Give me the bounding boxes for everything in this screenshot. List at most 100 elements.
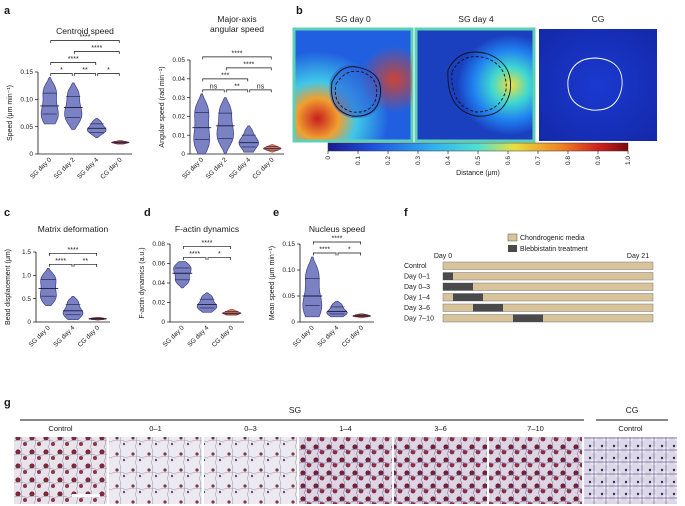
sig-label: ** <box>83 258 89 265</box>
colorbar <box>327 142 629 152</box>
sig-bracket <box>50 40 120 43</box>
y-tick-label: 1.5 <box>22 249 31 256</box>
chart-matrix-deformation: Matrix deformation 0 0.5 1.0 1.5 Bead displac… <box>5 224 110 349</box>
heatmap-cg <box>539 29 657 141</box>
x-tick-label: SG day 0 <box>181 156 205 180</box>
y-tick-label: 0 <box>291 319 295 326</box>
histology-label: 3–6 <box>434 424 447 433</box>
sig-bracket <box>73 73 97 76</box>
sig-bracket <box>50 62 97 65</box>
y-tick-label: 0.04 <box>172 76 185 83</box>
sig-bracket <box>182 257 207 261</box>
x-tick-label: SG day 0 <box>162 324 186 348</box>
violin <box>326 300 348 318</box>
x-tick-label: CG day 0 <box>341 324 366 349</box>
sig-bracket <box>312 241 362 245</box>
chart-title: Matrix deformation <box>38 224 109 234</box>
timeline-media-bar <box>442 303 654 312</box>
x-tick-label: SG day 0 <box>292 324 316 348</box>
violin <box>39 267 57 307</box>
violin <box>193 93 211 155</box>
y-tick-label: 0.08 <box>152 241 165 248</box>
sig-bracket <box>337 252 362 256</box>
timeline-row-label: Day 3–6 <box>404 305 430 312</box>
x-tick-label: SG day 4 <box>52 324 76 348</box>
colorbar-tick-label: 0.9 <box>595 156 602 165</box>
violin <box>62 295 84 321</box>
panel-label-d: d <box>144 207 151 219</box>
heatmap-sg-day0 <box>292 27 414 143</box>
chart-centroid-speed: Centroid speed 0 0.05 0.10 0.15 Speed (μm min… <box>7 26 132 181</box>
x-tick-label: CG day 0 <box>77 324 102 349</box>
y-axis-label: Angular speed (rad min⁻¹) <box>159 66 166 147</box>
colorbar-tick-label: 0 <box>325 156 332 160</box>
sig-bracket <box>73 51 120 54</box>
y-tick-label: 0.05 <box>282 293 295 300</box>
panel-label-e: e <box>273 207 279 219</box>
colorbar-ticks: 0 0.1 0.2 0.3 0.4 0.5 0.6 0.7 0.8 0.9 1.0 <box>325 151 632 165</box>
sig-label: **** <box>55 258 66 265</box>
timeline-media-bar <box>442 261 654 270</box>
x-tick-label: SG day 0 <box>29 156 53 180</box>
colorbar-tick-label: 0.8 <box>565 156 572 165</box>
sig-label: ** <box>234 83 240 90</box>
timeline-blebbi-bar <box>443 272 453 280</box>
heatmap-sg-day4 <box>414 27 536 143</box>
timeline-end: Day 21 <box>627 253 649 260</box>
chart-title: Major-axis <box>217 14 256 24</box>
y-axis-label: Bead displacement (μm) <box>5 249 12 325</box>
histology-image <box>584 437 677 504</box>
y-tick-label: 0.01 <box>172 132 185 139</box>
y-tick-label: 0 <box>29 151 33 158</box>
legend-blebbi: Blebbistatin treatment <box>520 246 588 253</box>
y-tick-label: 0.15 <box>282 241 295 248</box>
sig-label: * <box>107 67 110 74</box>
sig-label: **** <box>319 247 330 254</box>
timeline-row-label: Day 7–10 <box>404 316 434 323</box>
y-tick-label: 0.03 <box>172 95 185 102</box>
sig-label: ns <box>257 83 265 90</box>
colorbar-tick-label: 0.2 <box>385 156 392 165</box>
panel-label-a: a <box>4 5 11 17</box>
x-tick-label: SG day 2 <box>53 156 77 180</box>
timeline-media-bar <box>442 272 654 281</box>
histology-label: 7–10 <box>527 424 544 433</box>
sig-label: **** <box>80 34 91 41</box>
panel-label-b: b <box>296 5 303 17</box>
sig-label: **** <box>202 240 213 247</box>
sig-label: * <box>348 247 351 254</box>
histology-image <box>204 437 297 504</box>
heatmap-title-sg-day0: SG day 0 <box>335 14 371 24</box>
x-tick-label: CG day 0 <box>211 324 236 349</box>
y-axis-label: Mean speed (μm min⁻¹) <box>269 246 276 320</box>
heatmap-panel: SG day 0 SG day 4 CG 0 0.1 0.2 0.3 0.4 0.5 0.6… <box>292 14 657 177</box>
violin <box>40 77 59 125</box>
legend-swatch-media <box>507 233 518 242</box>
sig-bracket <box>249 89 272 93</box>
sig-bracket <box>48 252 98 256</box>
violin <box>64 82 83 130</box>
sig-bracket <box>312 252 337 256</box>
timeline-blebbi-bar <box>513 314 543 322</box>
colorbar-tick-label: 0.5 <box>475 156 482 165</box>
sig-label: **** <box>332 236 343 243</box>
colorbar-tick-label: 0.1 <box>355 156 362 165</box>
legend-media: Chondrogenic media <box>520 235 585 242</box>
violin <box>221 308 242 316</box>
y-axis-label: F-actin dynamics (a.u.) <box>139 247 146 318</box>
sig-label: **** <box>243 61 254 68</box>
sig-bracket <box>202 78 249 82</box>
sig-bracket <box>50 73 73 76</box>
sig-bracket <box>207 257 232 261</box>
timeline-row-label: Control <box>404 263 427 270</box>
panel-label-f: f <box>404 207 408 219</box>
timeline-panel: Chondrogenic media Blebbistatin treatmen… <box>404 233 654 323</box>
violin <box>302 256 323 318</box>
chart-title: F-actin dynamics <box>175 224 239 234</box>
legend-swatch-blebbi <box>508 245 517 252</box>
sig-label: **** <box>91 45 102 52</box>
sig-bracket <box>202 89 225 93</box>
y-tick-label: 0.05 <box>172 57 185 64</box>
